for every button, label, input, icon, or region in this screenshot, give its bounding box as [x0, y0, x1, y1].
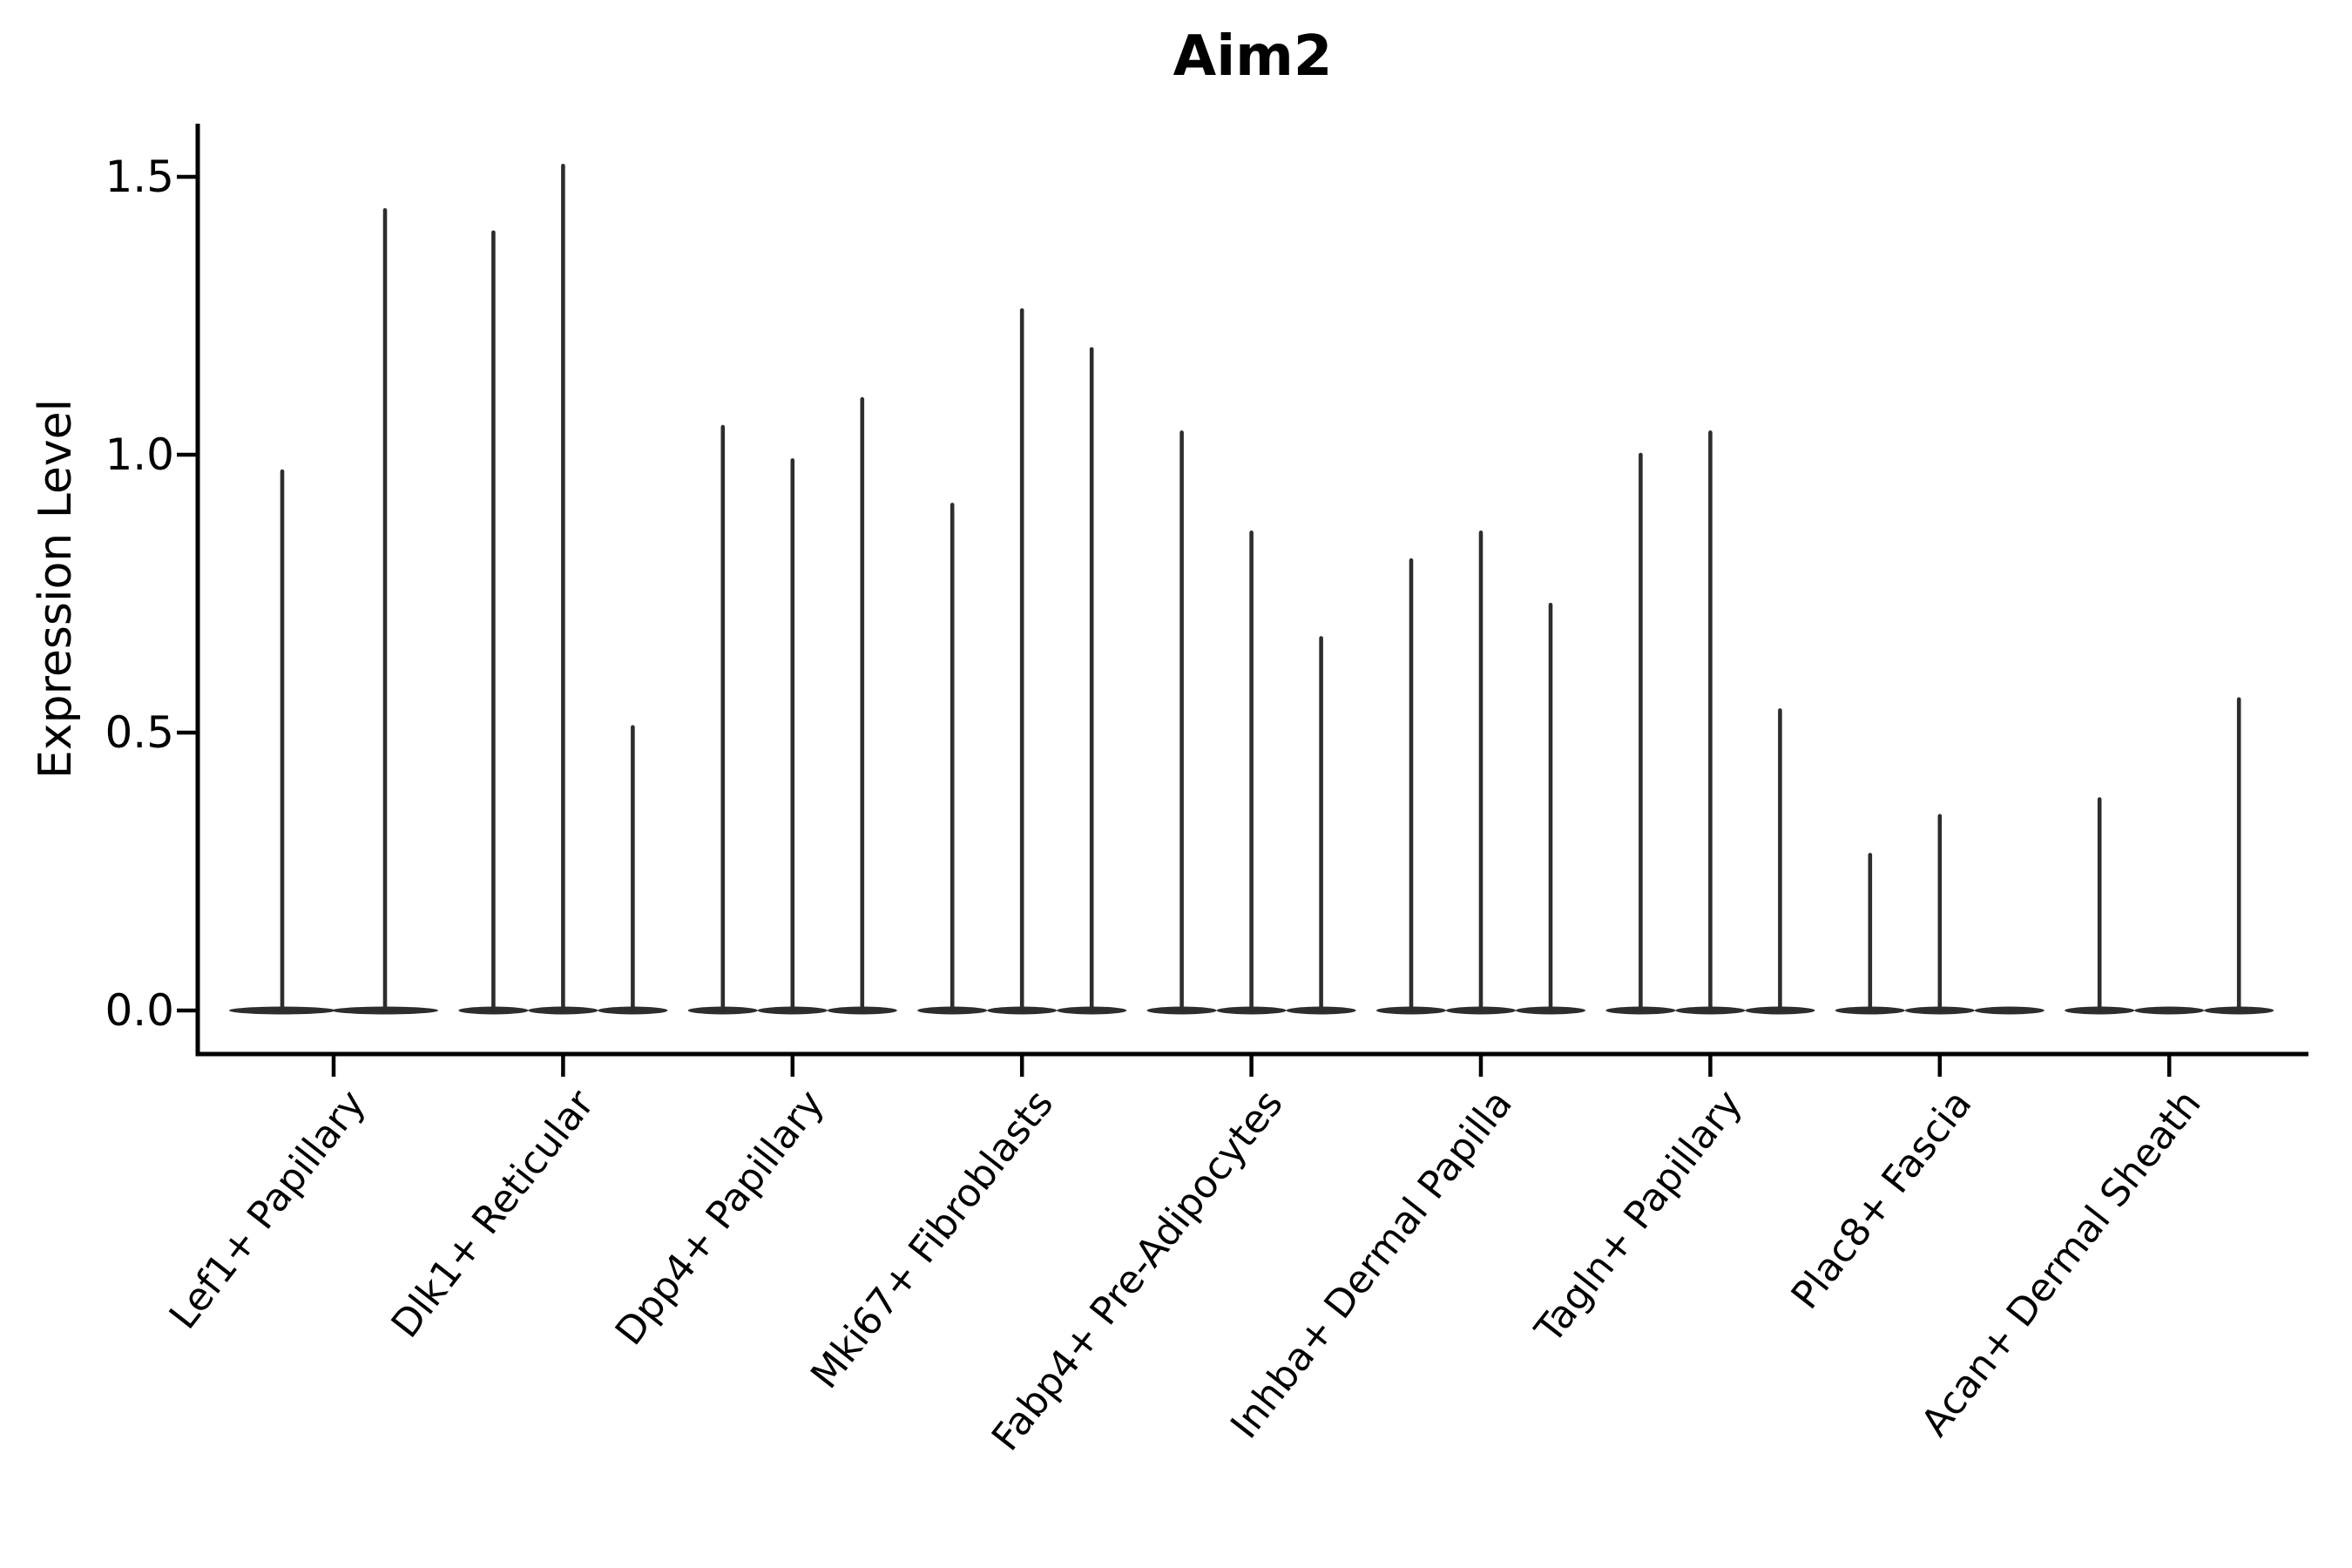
y-axis-label: Expression Level	[30, 398, 82, 780]
y-tick-label: 0.5	[105, 707, 174, 758]
violin-base	[1974, 1006, 2044, 1015]
y-tick-label: 0.0	[105, 985, 174, 1036]
chart-title: Aim2	[1173, 24, 1333, 89]
violin-base	[2134, 1006, 2205, 1015]
y-tick-label: 1.0	[105, 429, 174, 480]
y-tick-label: 1.5	[105, 152, 174, 202]
